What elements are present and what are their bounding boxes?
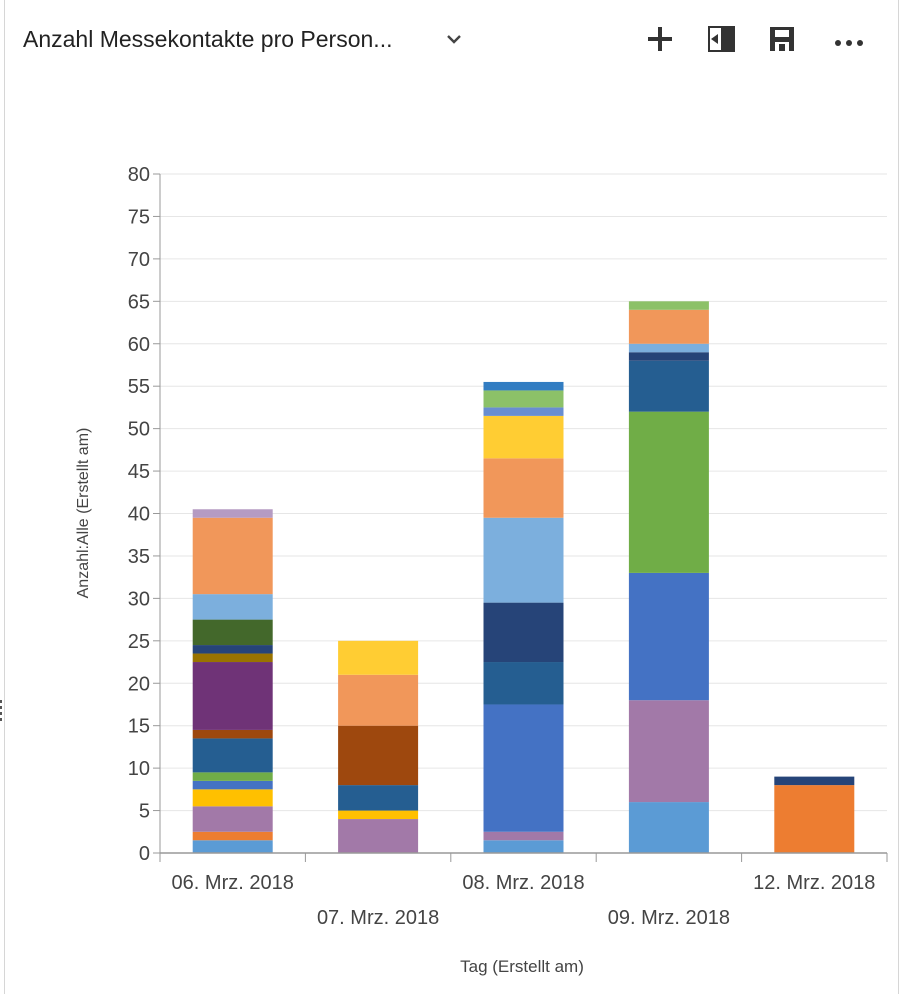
bar-segment[interactable] (192, 780, 273, 790)
bar-segment[interactable] (192, 653, 273, 663)
y-tick-label: 30 (128, 588, 150, 610)
chart-panel: Anzahl Messekontakte pro Person... (4, 0, 899, 994)
y-tick-label: 40 (128, 504, 150, 526)
y-tick-label: 10 (128, 758, 150, 780)
bar-segment[interactable] (192, 517, 273, 595)
bar-segment[interactable] (338, 810, 419, 820)
x-tick-labels: 06. Mrz. 2018 07. Mrz. 2018 08. Mrz. 2018 0… (172, 872, 876, 929)
bar-segment[interactable] (192, 831, 273, 841)
bar-segment[interactable] (628, 360, 709, 412)
bar-segment[interactable] (192, 772, 273, 781)
bar-segment[interactable] (628, 301, 709, 310)
bar-segment[interactable] (338, 725, 419, 786)
resize-grip[interactable] (0, 700, 4, 740)
y-tick-label: 15 (128, 716, 150, 738)
expand-panel-icon[interactable] (707, 24, 737, 54)
bar-segment[interactable] (628, 411, 709, 573)
y-tick-label: 35 (128, 546, 150, 568)
chevron-down-icon[interactable] (445, 30, 463, 48)
bar-stack[interactable] (192, 509, 273, 853)
y-tick-label: 25 (128, 631, 150, 653)
bar-segment[interactable] (483, 704, 564, 832)
bar-segment[interactable] (628, 572, 709, 701)
bar-segment[interactable] (628, 700, 709, 803)
bar-segment[interactable] (774, 776, 855, 786)
bar-segment[interactable] (483, 407, 564, 416)
bar-segment[interactable] (192, 509, 273, 518)
x-tick-label: 08. Mrz. 2018 (462, 872, 584, 894)
bar-segment[interactable] (338, 674, 419, 726)
bar-segment[interactable] (192, 645, 273, 654)
bar-stacks (192, 301, 855, 853)
y-tick-label: 50 (128, 419, 150, 441)
bar-segment[interactable] (192, 662, 273, 730)
y-tick-label: 0 (139, 843, 150, 865)
save-icon[interactable] (767, 24, 797, 54)
y-tick-label: 60 (128, 334, 150, 356)
bar-segment[interactable] (192, 729, 273, 739)
x-tick-label: 12. Mrz. 2018 (753, 872, 875, 894)
bar-segment[interactable] (483, 662, 564, 705)
chart-title[interactable]: Anzahl Messekontakte pro Person... (23, 26, 393, 52)
more-icon[interactable] (833, 24, 863, 54)
bar-segment[interactable] (483, 415, 564, 459)
y-tick-label: 45 (128, 461, 150, 483)
bar-segment[interactable] (338, 819, 419, 853)
y-tick-label: 75 (128, 206, 150, 228)
y-axis-label: Anzahl:Alle (Erstellt am) (75, 428, 92, 599)
bar-segment[interactable] (483, 381, 564, 391)
bar-segment[interactable] (483, 831, 564, 841)
bar-segment[interactable] (192, 789, 273, 807)
y-tick-label: 70 (128, 249, 150, 271)
y-tick-label: 5 (139, 801, 150, 823)
bar-stack[interactable] (483, 381, 564, 853)
bar-segment[interactable] (628, 309, 709, 344)
bar-segment[interactable] (483, 390, 564, 408)
plus-icon[interactable] (645, 24, 675, 54)
bar-segment[interactable] (483, 840, 564, 853)
y-tick-label: 20 (128, 673, 150, 695)
y-tick-label: 55 (128, 376, 150, 398)
bar-stack[interactable] (628, 301, 709, 853)
bar-segment[interactable] (774, 785, 855, 853)
bar-segment[interactable] (483, 517, 564, 603)
bar-segment[interactable] (628, 352, 709, 361)
bar-segment[interactable] (192, 738, 273, 773)
x-axis-label: Tag (Erstellt am) (460, 957, 584, 976)
x-tick-label: 06. Mrz. 2018 (172, 872, 294, 894)
bar-segment[interactable] (628, 343, 709, 353)
bar-segment[interactable] (192, 806, 273, 832)
bar-segment[interactable] (192, 619, 273, 646)
bar-segment[interactable] (338, 640, 419, 675)
bar-stack[interactable] (774, 776, 855, 853)
y-tick-label: 65 (128, 291, 150, 313)
bar-segment[interactable] (628, 802, 709, 853)
x-tick-label: 07. Mrz. 2018 (317, 907, 439, 929)
y-tick-labels: 0 5 10 15 20 25 30 35 40 45 50 55 60 65 70 75 80 (128, 164, 160, 865)
bar-segment[interactable] (192, 840, 273, 853)
bar-segment[interactable] (483, 458, 564, 518)
bar-segment[interactable] (192, 594, 273, 620)
bar-stack[interactable] (338, 640, 419, 853)
bar-segment[interactable] (483, 602, 564, 663)
y-tick-label: 80 (128, 164, 150, 186)
x-tick-label: 09. Mrz. 2018 (608, 907, 730, 929)
chart-header: Anzahl Messekontakte pro Person... (5, 0, 898, 78)
bar-segment[interactable] (338, 785, 419, 811)
